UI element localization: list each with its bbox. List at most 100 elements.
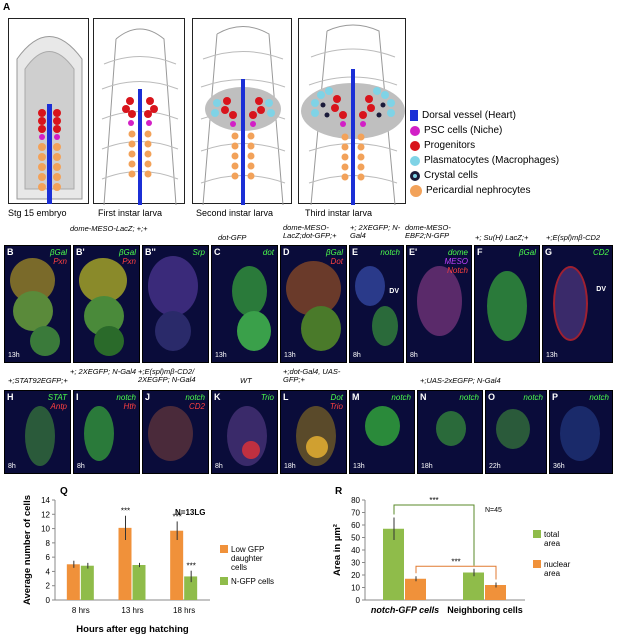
y-tick-label: 30 [351, 559, 360, 568]
row1-title-5: +; Su(H) LacZ;+ [475, 233, 529, 242]
legend-label: area [544, 539, 561, 548]
channel-label: Trio [260, 393, 274, 402]
legend-label: total [544, 530, 559, 539]
label-d: D [283, 247, 290, 257]
time-p: 36h [553, 463, 565, 470]
micrograph-e: E DV 8h notch [349, 245, 404, 363]
y-tick-label: 0 [46, 596, 51, 605]
y-tick-label: 60 [351, 521, 360, 530]
legend-label: Low GFP [231, 545, 264, 554]
panel-letter-a: A [3, 2, 11, 13]
time-h: 8h [8, 463, 16, 470]
y-tick-label: 70 [351, 509, 360, 518]
y-tick-label: 4 [46, 567, 51, 576]
label-c: C [214, 247, 221, 257]
channel-label: Notch [447, 266, 468, 275]
time-k: 8h [215, 463, 223, 470]
label-m: M [352, 392, 360, 402]
stage-panel-third-instar [298, 18, 406, 206]
stage-panel-embryo [8, 18, 89, 204]
label-f: F [477, 247, 483, 257]
row2-title-5: +;UAS-2xEGFP; N-Gal4 [420, 376, 501, 385]
legend-label: daughter [231, 554, 263, 563]
time-b: 13h [8, 352, 20, 359]
channel-label: Antp [50, 402, 67, 411]
label-l: L [283, 392, 289, 402]
sig-label: *** [172, 512, 181, 521]
bar [170, 530, 184, 600]
micrograph-g: G DV 13h CD2 [542, 245, 613, 363]
channel-label: βGal [325, 248, 343, 257]
y-tick-label: 10 [351, 584, 360, 593]
channel-label: Hth [123, 402, 136, 411]
sig-label: *** [121, 507, 130, 516]
x-tick-label: Neighboring cells [447, 605, 523, 615]
psc-swatch [410, 125, 420, 136]
channel-label: notch [589, 393, 609, 402]
legend-item-plasmatocytes: Plasmatocytes (Macrophages) [410, 153, 559, 168]
legend-item-pericardial: Pericardial nephrocytes [410, 183, 559, 198]
time-n: 18h [421, 463, 433, 470]
row1-title-3: +; 2XEGFP; N-Gal4 [350, 223, 401, 240]
sig-label: *** [186, 562, 195, 571]
row1-title-4: dome-MESO-EBF2;N-GFP [405, 223, 451, 240]
channel-label: βGal [518, 248, 536, 257]
bar [66, 564, 80, 600]
y-tick-label: 20 [351, 571, 360, 580]
bar [485, 585, 506, 600]
channel-label: MESO [444, 257, 468, 266]
channel-label: Dot [330, 257, 343, 266]
first-instar-drawing [101, 28, 179, 206]
micrograph-b-double-prime: B'' Srp [142, 245, 209, 363]
micrograph-h: H 8h STAT Antp [4, 390, 71, 474]
y-axis-label: Average number of cells [22, 495, 33, 605]
legend-label: N-GFP cells [231, 577, 274, 586]
channel-label: dome [447, 248, 468, 257]
embryo-drawing [16, 36, 83, 204]
channel-label: notch [185, 393, 205, 402]
progenitor-swatch [410, 140, 420, 151]
dorsal-vessel-swatch [410, 110, 418, 121]
legend-item-psc-cells: PSC cells (Niche) [410, 123, 559, 138]
pericardial-swatch [410, 184, 422, 197]
y-tick-label: 6 [46, 553, 51, 562]
micrograph-b: B 13h βGal Pxn [4, 245, 71, 363]
legend-swatch [220, 577, 228, 585]
chart-note: N=13LG [175, 508, 205, 517]
legend-item-crystal-cells: Crystal cells [410, 168, 559, 183]
y-tick-label: 14 [41, 496, 50, 505]
label-o: O [488, 392, 496, 402]
micrograph-f: F βGal [474, 245, 540, 363]
micrograph-k: K 8h Trio [211, 390, 278, 474]
time-c: 13h [215, 352, 227, 359]
stage-label-second-instar: Second instar larva [196, 208, 274, 218]
row1-title-0: dome-MESO-LacZ; +;+ [70, 224, 148, 233]
bar [405, 578, 426, 600]
label-p: P [552, 392, 559, 402]
label-b-prime: B' [76, 247, 85, 257]
micrograph-o: O 22h notch [485, 390, 547, 474]
channel-label: Srp [192, 248, 205, 257]
legend-swatch [533, 530, 541, 538]
channel-label: βGal [49, 248, 67, 257]
micrograph-m: M 13h notch [349, 390, 415, 474]
channel-label: CD2 [188, 402, 205, 411]
legend: Dorsal vessel (Heart) PSC cells (Niche) … [410, 108, 559, 198]
y-tick-label: 0 [356, 596, 361, 605]
third-instar-drawing [301, 24, 405, 206]
legend-swatch [533, 560, 541, 568]
row2-title-3: WT [240, 376, 252, 385]
channel-label: notch [116, 393, 136, 402]
channel-label: notch [391, 393, 411, 402]
row1-title-6: +;E(spl)mβ-CD2 [546, 233, 601, 242]
second-instar-drawing [200, 26, 286, 206]
channel-label: CD2 [592, 248, 609, 257]
y-tick-label: 50 [351, 534, 360, 543]
bar [463, 572, 484, 600]
y-tick-label: 80 [351, 496, 360, 505]
x-axis-label: Hours after egg hatching [76, 624, 189, 635]
row1-title-2: dome-MESO-LacZ;dot-GFP;+ [283, 223, 337, 240]
legend-label: area [544, 569, 561, 578]
label-b-double-prime: B'' [145, 247, 156, 257]
channel-label: STAT [47, 393, 67, 402]
